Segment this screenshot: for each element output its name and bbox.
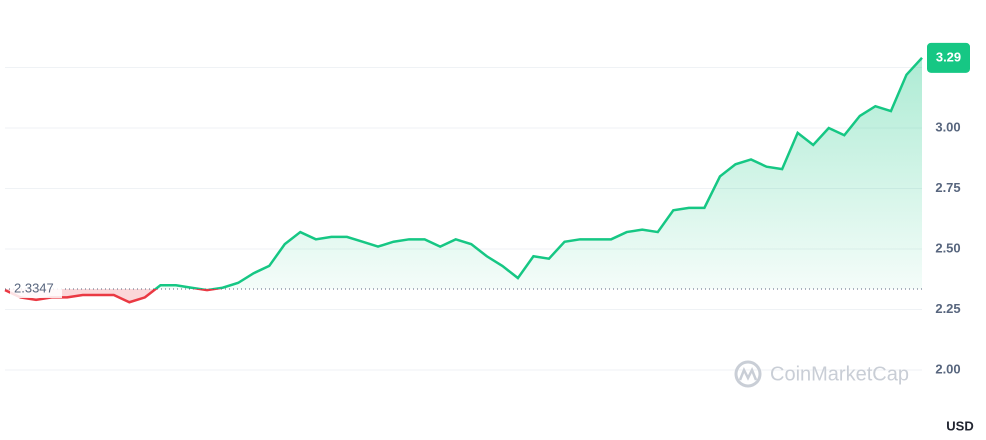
price-line-up — [153, 56, 923, 290]
logo — [738, 366, 758, 381]
price-label-bg — [927, 42, 970, 73]
baseline-label-bg — [10, 280, 62, 299]
baseline-label: 2.3347 — [14, 280, 54, 295]
y-tick-label: 2.75 — [935, 180, 960, 195]
y-tick-label: 3.00 — [935, 119, 960, 134]
plot — [4, 56, 923, 304]
y-tick-label: 2.00 — [935, 361, 960, 376]
watermark: CoinMarketCap — [734, 360, 909, 388]
area-up — [155, 57, 922, 290]
logo — [734, 360, 762, 388]
unit-label: USD — [946, 418, 973, 433]
y-tick-label: 2.25 — [935, 301, 960, 316]
y-tick-label: 2.50 — [935, 240, 960, 255]
price-label: 3.29 — [936, 49, 961, 64]
area-down — [5, 289, 922, 303]
watermark-text: CoinMarketCap — [770, 363, 909, 385]
